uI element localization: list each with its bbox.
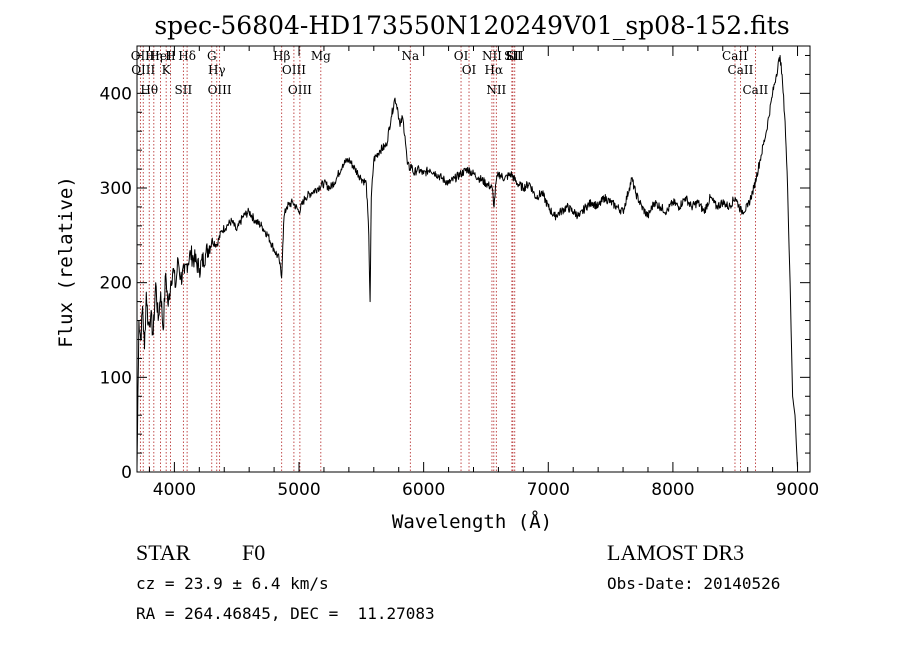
marker-label: SII	[506, 49, 524, 63]
marker-label: Hβ	[273, 49, 290, 63]
marker-label: NII	[486, 83, 506, 97]
object-class: STAR	[136, 540, 191, 565]
x-tick-label: 5000	[277, 480, 320, 500]
y-tick-label: 0	[121, 463, 132, 483]
marker-label: OI	[462, 63, 477, 77]
marker-label: CaII	[722, 49, 748, 63]
spectrum-chart: spec-56804-HD173550N120249V01_sp08-152.f…	[55, 11, 819, 533]
marker-label: Hγ	[208, 63, 226, 77]
y-tick-label: 400	[100, 84, 132, 104]
x-axis-ticks: 4000 5000 6000 7000 8000 9000	[148, 46, 819, 500]
marker-label: Na	[401, 49, 419, 63]
y-axis-ticks: 0 100 200 300 400	[100, 54, 810, 483]
x-axis-label: Wavelength (Å)	[392, 510, 552, 533]
marker-label: Hδ	[178, 49, 196, 63]
marker-label: Mg	[311, 49, 331, 63]
y-axis-label: Flux (relative)	[55, 176, 77, 348]
y-tick-label: 200	[100, 274, 132, 294]
marker-label: OIII	[288, 83, 312, 97]
y-tick-label: 100	[100, 368, 132, 388]
marker-label: OIII	[131, 63, 155, 77]
plot-frame	[136, 45, 811, 473]
marker-label: H	[165, 49, 175, 63]
x-tick-label: 7000	[527, 480, 570, 500]
observation-date: Obs-Date: 20140526	[607, 574, 781, 593]
marker-label: OIII	[208, 83, 232, 97]
marker-label: CaII	[728, 63, 754, 77]
coordinates: RA = 264.46845, DEC = 11.27083	[136, 604, 435, 623]
marker-lines	[139, 46, 756, 472]
chart-title: spec-56804-HD173550N120249V01_sp08-152.f…	[154, 11, 789, 40]
marker-label: SII	[175, 83, 193, 97]
x-tick-label: 8000	[651, 480, 694, 500]
marker-label: Hθ	[140, 83, 158, 97]
x-tick-label: 6000	[402, 480, 445, 500]
survey-name: LAMOST DR3	[607, 540, 745, 565]
marker-label: NII	[482, 49, 502, 63]
marker-label: SII	[504, 49, 522, 63]
marker-label: K	[162, 63, 172, 77]
marker-label: G	[207, 49, 217, 63]
marker-label: OI	[454, 49, 469, 63]
marker-label: HeI	[149, 49, 172, 63]
redshift-velocity: cz = 23.9 ± 6.4 km/s	[136, 574, 329, 593]
object-subclass: F0	[242, 540, 266, 565]
spectrum-series-line	[136, 55, 798, 468]
x-tick-label: 4000	[153, 480, 196, 500]
marker-label: OII	[131, 49, 151, 63]
marker-label: Li	[506, 49, 518, 63]
x-tick-label: 9000	[776, 480, 819, 500]
marker-label: CaII	[742, 83, 768, 97]
marker-label: Hα	[485, 63, 504, 77]
marker-label: Hη	[145, 49, 163, 63]
marker-label: OIII	[282, 63, 306, 77]
y-tick-label: 300	[100, 179, 132, 199]
